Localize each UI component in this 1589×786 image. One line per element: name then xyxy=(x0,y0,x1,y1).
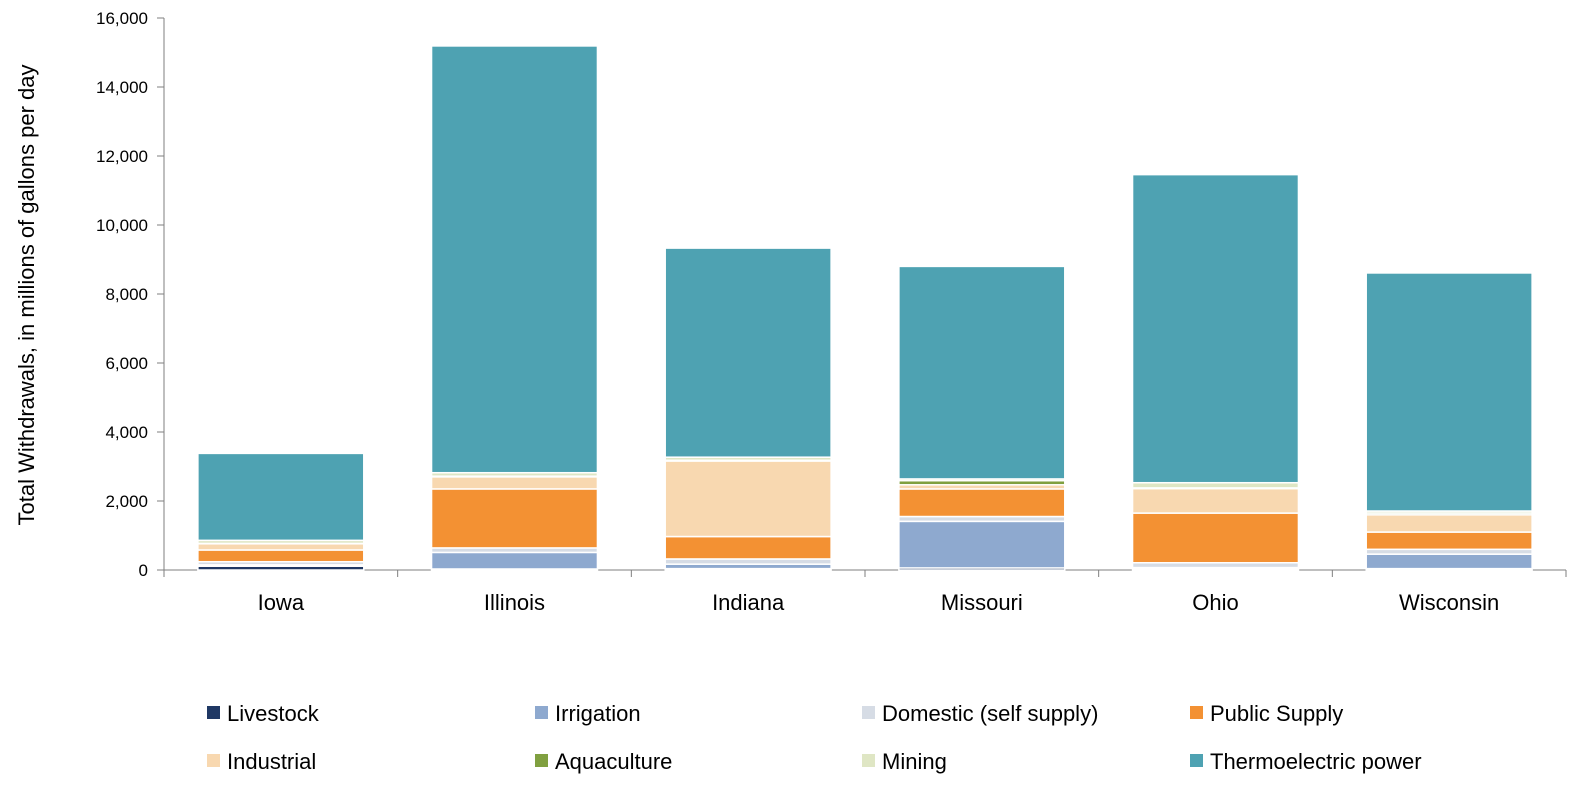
y-tick-label: 4,000 xyxy=(105,423,148,442)
bar-segment xyxy=(430,476,599,490)
legend-item: Thermoelectric power xyxy=(1190,749,1422,774)
bar-stack-indiana xyxy=(664,247,832,571)
legend-swatch xyxy=(535,754,548,767)
bar-stack-ohio xyxy=(1131,173,1300,571)
y-tick-label: 6,000 xyxy=(105,354,148,373)
bar-segment xyxy=(664,247,832,458)
legend-label: Industrial xyxy=(227,749,316,774)
legend-item: Industrial xyxy=(207,749,316,774)
y-tick-label: 14,000 xyxy=(96,78,148,97)
bar-segment xyxy=(430,488,599,549)
legend-swatch xyxy=(1190,754,1203,767)
bars xyxy=(197,45,1533,571)
y-tick-label: 12,000 xyxy=(96,147,148,166)
legend-label: Public Supply xyxy=(1210,701,1343,726)
legend-swatch xyxy=(862,754,875,767)
legend-item: Domestic (self supply) xyxy=(862,701,1098,726)
legend-item: Irrigation xyxy=(535,701,641,726)
bar-segment xyxy=(197,549,365,563)
y-tick-label: 8,000 xyxy=(105,285,148,304)
y-tick-label: 10,000 xyxy=(96,216,148,235)
x-tick-label: Illinois xyxy=(484,590,545,615)
bar-stack-missouri xyxy=(898,265,1066,571)
x-tick-label: Missouri xyxy=(941,590,1023,615)
legend-swatch xyxy=(207,706,220,719)
legend-label: Aquaculture xyxy=(555,749,672,774)
legend-swatch xyxy=(535,706,548,719)
legend-label: Domestic (self supply) xyxy=(882,701,1098,726)
bar-segment xyxy=(430,45,599,474)
bar-segment xyxy=(664,558,832,565)
legend-swatch xyxy=(1190,706,1203,719)
bar-segment xyxy=(197,543,365,551)
legend-item: Aquaculture xyxy=(535,749,672,774)
bar-segment xyxy=(664,460,832,538)
y-axis-title: Total Withdrawals, in millions of gallon… xyxy=(14,65,39,526)
x-tick-label: Iowa xyxy=(258,590,305,615)
legend-swatch xyxy=(862,706,875,719)
legend-item: Public Supply xyxy=(1190,701,1343,726)
x-axis: Iowa Illinois Indiana Missouri Ohio Wisconsin xyxy=(163,569,1567,615)
bar-segment xyxy=(1365,514,1533,533)
legend-label: Irrigation xyxy=(555,701,641,726)
legend-swatch xyxy=(207,754,220,767)
legend-label: Mining xyxy=(882,749,947,774)
bar-stack-wisconsin xyxy=(1365,272,1533,571)
y-tick-label: 0 xyxy=(139,561,148,580)
bar-stack-iowa xyxy=(197,452,365,571)
bar-segment xyxy=(898,520,1066,569)
x-tick-label: Indiana xyxy=(712,590,785,615)
y-axis: 0 2,000 4,000 6,000 8,000 10,000 12,000 14,000 1… xyxy=(96,9,165,580)
bar-segment xyxy=(1131,512,1300,564)
bar-segment xyxy=(1131,173,1300,484)
bar-segment xyxy=(1131,481,1300,489)
bar-stack-illinois xyxy=(430,45,599,571)
bar-segment xyxy=(1131,487,1300,514)
bar-segment xyxy=(898,488,1066,518)
bar-segment xyxy=(1365,272,1533,512)
x-tick-label: Wisconsin xyxy=(1399,590,1499,615)
legend-label: Livestock xyxy=(227,701,320,726)
legend: Livestock Irrigation Domestic (self supply… xyxy=(207,701,1422,774)
x-tick-label: Ohio xyxy=(1192,590,1238,615)
legend-label: Thermoelectric power xyxy=(1210,749,1422,774)
y-tick-label: 2,000 xyxy=(105,492,148,511)
y-tick-label: 16,000 xyxy=(96,9,148,28)
bar-segment xyxy=(898,265,1066,480)
bar-segment xyxy=(197,452,365,542)
bar-segment xyxy=(1365,553,1533,570)
legend-item: Livestock xyxy=(207,701,320,726)
bar-segment xyxy=(430,551,599,570)
bar-segment xyxy=(1365,531,1533,551)
legend-item: Mining xyxy=(862,749,947,774)
bar-segment xyxy=(664,535,832,560)
